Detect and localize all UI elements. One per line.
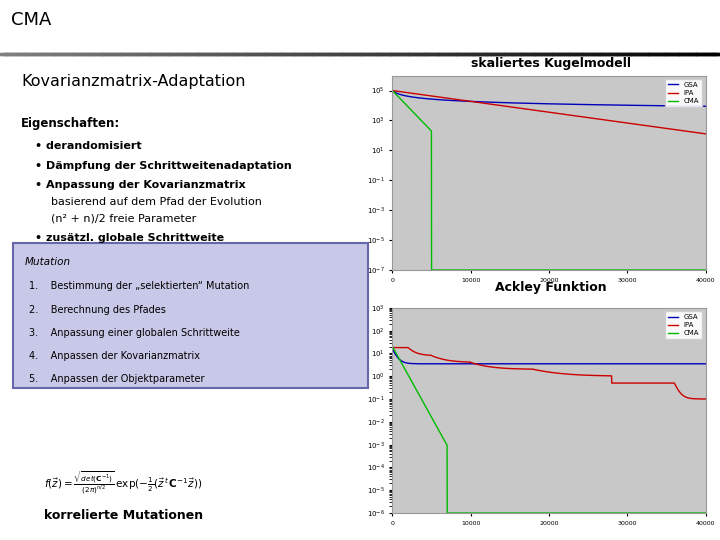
Text: • Anpassung der Kovarianzmatrix: • Anpassung der Kovarianzmatrix — [35, 180, 246, 190]
Text: $f(\vec{z}) = \frac{\sqrt{det(\mathbf{C}^{-1})}}{(2\pi)^{n/2}}\,\exp(-\frac{1}{2: $f(\vec{z}) = \frac{\sqrt{det(\mathbf{C}… — [44, 470, 202, 497]
Legend: GSA, IPA, CMA: GSA, IPA, CMA — [665, 79, 702, 107]
Text: 1.    Bestimmung der „selektierten“ Mutation: 1. Bestimmung der „selektierten“ Mutatio… — [29, 281, 249, 292]
Text: korrelierte Mutationen: korrelierte Mutationen — [44, 509, 203, 522]
Text: • derandomisiert: • derandomisiert — [35, 141, 141, 151]
Text: • Dämpfung der Schrittweitenadaptation: • Dämpfung der Schrittweitenadaptation — [35, 160, 292, 171]
Text: Kovarianzmatrix-Adaptation: Kovarianzmatrix-Adaptation — [21, 73, 246, 89]
Text: (n² + n)/2 freie Parameter: (n² + n)/2 freie Parameter — [45, 214, 197, 224]
Text: 5.    Anpassen der Objektparameter: 5. Anpassen der Objektparameter — [29, 374, 204, 384]
Text: Ackley Funktion: Ackley Funktion — [495, 281, 607, 294]
Text: 4.    Anpassen der Kovarianzmatrix: 4. Anpassen der Kovarianzmatrix — [29, 351, 200, 361]
Text: 3.    Anpassung einer globalen Schrittweite: 3. Anpassung einer globalen Schrittweite — [29, 328, 240, 338]
Text: CMA: CMA — [11, 11, 51, 29]
FancyBboxPatch shape — [14, 243, 368, 388]
Text: 2.    Berechnung des Pfades: 2. Berechnung des Pfades — [29, 305, 166, 315]
Text: Eigenschaften:: Eigenschaften: — [21, 117, 120, 130]
Legend: GSA, IPA, CMA: GSA, IPA, CMA — [665, 311, 702, 339]
Text: • zusätzl. globale Schrittweite: • zusätzl. globale Schrittweite — [35, 233, 224, 243]
Text: skaliertes Kugelmodell: skaliertes Kugelmodell — [471, 57, 631, 70]
Text: Mutation: Mutation — [25, 257, 71, 267]
Text: basierend auf dem Pfad der Evolution: basierend auf dem Pfad der Evolution — [45, 197, 262, 207]
